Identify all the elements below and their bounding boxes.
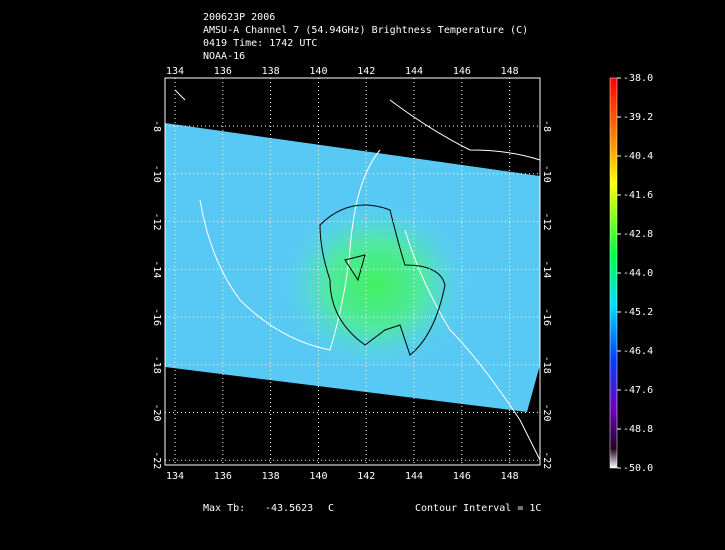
warm-core xyxy=(280,200,470,370)
header-line: AMSU-A Channel 7 (54.94GHz) Brightness T… xyxy=(203,25,528,36)
contour-interval: Contour Interval = 1C xyxy=(415,503,541,514)
lat-label: -12 xyxy=(541,212,552,230)
lon-label: 142 xyxy=(357,66,375,77)
lon-label: 144 xyxy=(405,66,423,77)
lat-label: -14 xyxy=(151,260,162,278)
map-frame xyxy=(164,77,541,466)
lat-label: -18 xyxy=(151,356,162,374)
lat-label: -12 xyxy=(151,212,162,230)
colorbar-label: -44.0 xyxy=(623,268,653,279)
header-line: NOAA-16 xyxy=(203,51,245,62)
colorbar-label: -48.8 xyxy=(623,424,653,435)
colorbar-label: -38.0 xyxy=(623,73,653,84)
lon-label: 140 xyxy=(309,471,327,482)
header-line: 200623P 2006 xyxy=(203,12,275,23)
lon-label: 146 xyxy=(453,471,471,482)
colorbar xyxy=(609,77,618,469)
contour xyxy=(319,204,446,356)
lat-label: -22 xyxy=(151,451,162,469)
max-label: Max Tb: xyxy=(203,503,245,514)
lon-label: 136 xyxy=(214,66,232,77)
colorbar-label: -46.4 xyxy=(623,346,653,357)
lat-label: -18 xyxy=(541,356,552,374)
header-line: 0419 Time: 1742 UTC xyxy=(203,38,317,49)
colorbar-label: -47.6 xyxy=(623,385,653,396)
lat-label: -16 xyxy=(151,308,162,326)
lon-label: 148 xyxy=(501,66,519,77)
colorbar-label: -45.2 xyxy=(623,307,653,318)
lat-label: -8 xyxy=(541,120,552,132)
lon-label: 138 xyxy=(262,471,280,482)
lon-label: 144 xyxy=(405,471,423,482)
lat-label: -14 xyxy=(541,260,552,278)
colorbar-label: -41.6 xyxy=(623,190,653,201)
lon-label: 138 xyxy=(262,66,280,77)
lon-label: 142 xyxy=(357,471,375,482)
lon-label: 134 xyxy=(166,471,184,482)
lat-label: -20 xyxy=(541,403,552,421)
lon-label: 140 xyxy=(309,66,327,77)
coastline xyxy=(174,89,541,461)
colorbar-label: -50.0 xyxy=(623,463,653,474)
lat-label: -8 xyxy=(151,120,162,132)
colorbar-label: -39.2 xyxy=(623,112,653,123)
lon-label: 148 xyxy=(501,471,519,482)
lat-label: -20 xyxy=(151,403,162,421)
lon-label: 136 xyxy=(214,471,232,482)
lat-label: -22 xyxy=(541,451,552,469)
lat-label: -10 xyxy=(541,165,552,183)
lon-label: 134 xyxy=(166,66,184,77)
colorbar-label: -42.8 xyxy=(623,229,653,240)
lon-label: 146 xyxy=(453,66,471,77)
max-value: -43.5623 xyxy=(265,503,313,514)
colorbar-label: -40.4 xyxy=(623,151,653,162)
max-unit: C xyxy=(328,503,334,514)
lat-label: -10 xyxy=(151,165,162,183)
lat-label: -16 xyxy=(541,308,552,326)
